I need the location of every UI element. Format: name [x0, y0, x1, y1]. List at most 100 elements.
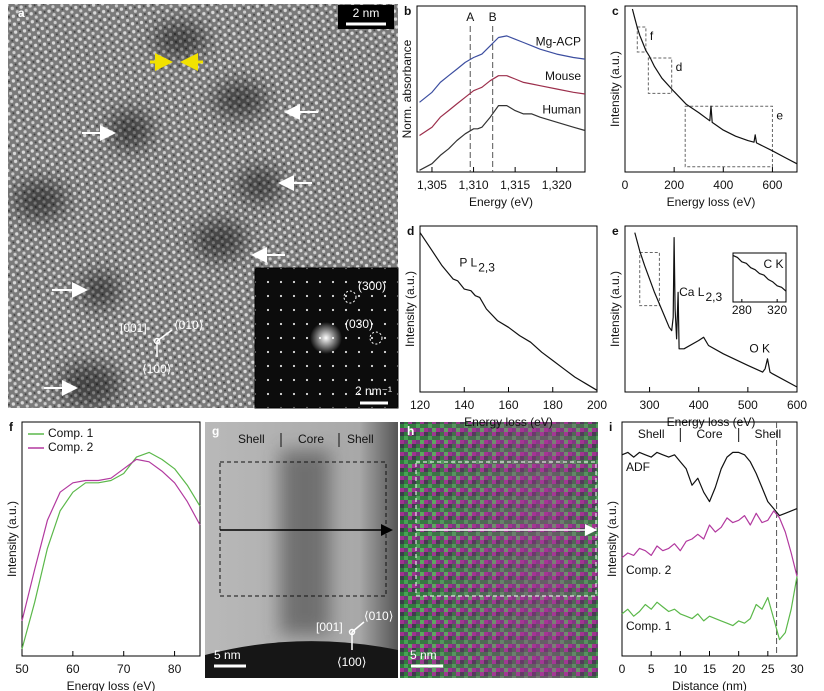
- x-tick-label: 180: [543, 398, 563, 412]
- x-tick-label: 200: [587, 398, 607, 412]
- axis-glyph: [348, 621, 365, 650]
- axis-label: [001]: [120, 321, 147, 335]
- series-line: [419, 232, 598, 391]
- series-line: [419, 105, 586, 171]
- x-axis-label: Energy (eV): [469, 195, 533, 209]
- annotation: O K: [749, 342, 770, 356]
- series-line: [732, 254, 787, 292]
- white-arrows: [44, 104, 318, 396]
- series-line: [621, 510, 798, 577]
- fft-center: [310, 322, 342, 354]
- x-tick-label: 1,305: [417, 178, 447, 192]
- x-tick-label: 0: [622, 178, 629, 192]
- spot-label: (030): [345, 317, 373, 331]
- x-tick-label: 280: [732, 303, 752, 317]
- x-tick-label: 0: [619, 662, 626, 676]
- x-tick-label: 30: [790, 662, 804, 676]
- axis-label: ⟨010⟩: [174, 318, 203, 332]
- region-label: Shell: [238, 432, 265, 446]
- series-label: Mouse: [545, 69, 581, 83]
- x-tick-label: 400: [689, 398, 709, 412]
- series-line: [631, 8, 798, 165]
- x-tick-label: 25: [761, 662, 775, 676]
- zoom-box: [684, 105, 773, 168]
- y-axis-label: Intensity (a.u.): [5, 501, 19, 577]
- region-label: Shell: [347, 432, 374, 446]
- x-tick-label: 320: [767, 303, 787, 317]
- x-tick-label: 120: [410, 398, 430, 412]
- axis-label: ⟨100⟩: [142, 362, 171, 376]
- micrograph-g: g Shell Core Shell [001] ⟨010⟩ ⟨100⟩ 5 n…: [205, 422, 398, 678]
- x-tick-label: 600: [787, 398, 807, 412]
- x-tick-label: 160: [498, 398, 518, 412]
- zoom-box: [639, 252, 660, 307]
- scale-bar-label: 5 nm: [214, 648, 241, 662]
- x-tick-label: 70: [117, 662, 131, 676]
- x-tick-label: 600: [762, 178, 782, 192]
- axis-label: ⟨100⟩: [337, 655, 366, 669]
- region-label: Shell: [754, 427, 781, 441]
- region-label: Core: [696, 427, 722, 441]
- series-label: Comp. 1: [626, 619, 672, 633]
- x-tick-label: 300: [640, 398, 660, 412]
- panel-label: f: [9, 420, 14, 434]
- x-axis-label: Distance (nm): [672, 679, 747, 691]
- reference-label: A: [466, 10, 474, 24]
- series-line: [419, 75, 586, 136]
- zoom-box-label: e: [776, 108, 783, 122]
- series-line: [21, 458, 201, 622]
- reference-label: B: [489, 10, 497, 24]
- y-axis-label: Intensity (a.u.): [605, 501, 619, 577]
- series-label: Mg-ACP: [536, 34, 581, 48]
- plot-frame: [416, 5, 586, 173]
- x-tick-label: 140: [454, 398, 474, 412]
- series-line: [621, 576, 798, 641]
- x-tick-label: 15: [703, 662, 717, 676]
- series-line: [419, 35, 586, 103]
- core-band: [280, 450, 330, 635]
- region-label: Core: [298, 432, 324, 446]
- annotation: P L: [459, 255, 477, 269]
- fft-inset: (300) (030) 2 nm⁻¹: [254, 267, 399, 409]
- annotation: C K: [764, 257, 784, 271]
- annotation-subscript: 2,3: [705, 290, 722, 304]
- panel-label: h: [407, 424, 414, 438]
- x-tick-label: 20: [732, 662, 746, 676]
- legend-label: Comp. 2: [48, 440, 94, 454]
- panel-label: d: [407, 224, 414, 238]
- axis-label: [001]: [316, 620, 343, 634]
- panel-label: i: [609, 420, 612, 434]
- panel-label: e: [612, 224, 619, 238]
- x-tick-label: 50: [15, 662, 29, 676]
- x-tick-label: 10: [674, 662, 688, 676]
- zoom-box-label: f: [650, 29, 654, 43]
- substrate: [205, 641, 398, 678]
- x-tick-label: 1,315: [500, 178, 530, 192]
- series-label: Human: [542, 102, 581, 116]
- x-axis-label: Energy loss (eV): [67, 679, 156, 691]
- spot-marker: [369, 331, 383, 345]
- map-h: h 5 nm: [400, 422, 598, 678]
- x-tick-label: 500: [738, 398, 758, 412]
- annotation: Ca L: [679, 285, 705, 299]
- x-tick-label: 5: [648, 662, 655, 676]
- panel-label: b: [404, 4, 411, 18]
- panel-label: a: [18, 6, 25, 20]
- y-axis-label: Intensity (a.u.): [608, 271, 622, 347]
- component-overlay: [400, 422, 598, 678]
- x-tick-label: 400: [713, 178, 733, 192]
- annotation-subscript: 2,3: [478, 260, 495, 274]
- zoom-box: [636, 26, 647, 53]
- x-tick-label: 1,320: [542, 178, 572, 192]
- series-line: [21, 451, 201, 650]
- x-tick-label: 80: [168, 662, 182, 676]
- x-axis-label: Energy loss (eV): [667, 195, 756, 209]
- spot-label: (300): [358, 279, 386, 293]
- spot-marker: [343, 290, 357, 304]
- x-tick-label: 60: [66, 662, 80, 676]
- plot-frame: [624, 5, 798, 173]
- axis-glyph: [153, 329, 173, 357]
- dark-regions: [14, 22, 282, 407]
